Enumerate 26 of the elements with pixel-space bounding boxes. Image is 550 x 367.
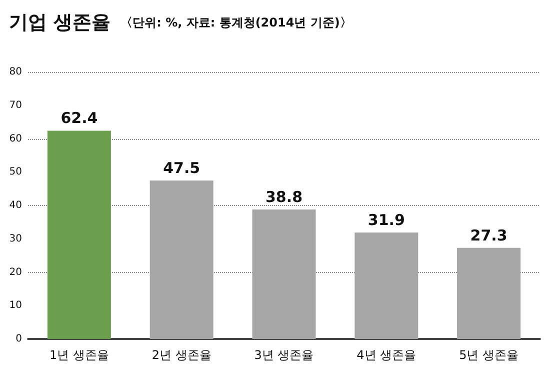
chart-title: 기업 생존율 (9, 12, 111, 34)
y-tick-label: 30 (9, 233, 22, 244)
bar (47, 130, 111, 339)
x-tick-label: 4년 생존율 (356, 348, 416, 362)
data-label: 27.3 (470, 226, 508, 244)
y-tick-label: 20 (9, 266, 22, 278)
y-tick-label: 0 (16, 334, 22, 344)
y-tick-label: 10 (9, 300, 22, 312)
y-tick-label: 80 (9, 66, 22, 78)
y-tick-label: 50 (9, 166, 22, 178)
x-tick-label: 2년 생존율 (152, 348, 212, 362)
data-label: 38.8 (265, 188, 303, 206)
data-label: 31.9 (368, 211, 405, 230)
chart-subtitle: 〈단위: %, 자료: 통계청(2014년 기준)〉 (120, 16, 352, 30)
data-label: 47.5 (163, 158, 200, 177)
x-tick-label: 1년 생존율 (49, 348, 109, 362)
y-tick-label: 40 (9, 200, 22, 211)
bar (150, 180, 214, 339)
bar (354, 232, 418, 339)
data-label: 62.4 (60, 109, 98, 128)
x-tick-label: 3년 생존율 (254, 348, 314, 362)
bar (252, 210, 316, 339)
x-tick-label: 5년 생존율 (459, 348, 519, 362)
bar (457, 248, 521, 339)
y-tick-label: 70 (9, 100, 22, 111)
y-tick-label: 60 (9, 133, 22, 144)
